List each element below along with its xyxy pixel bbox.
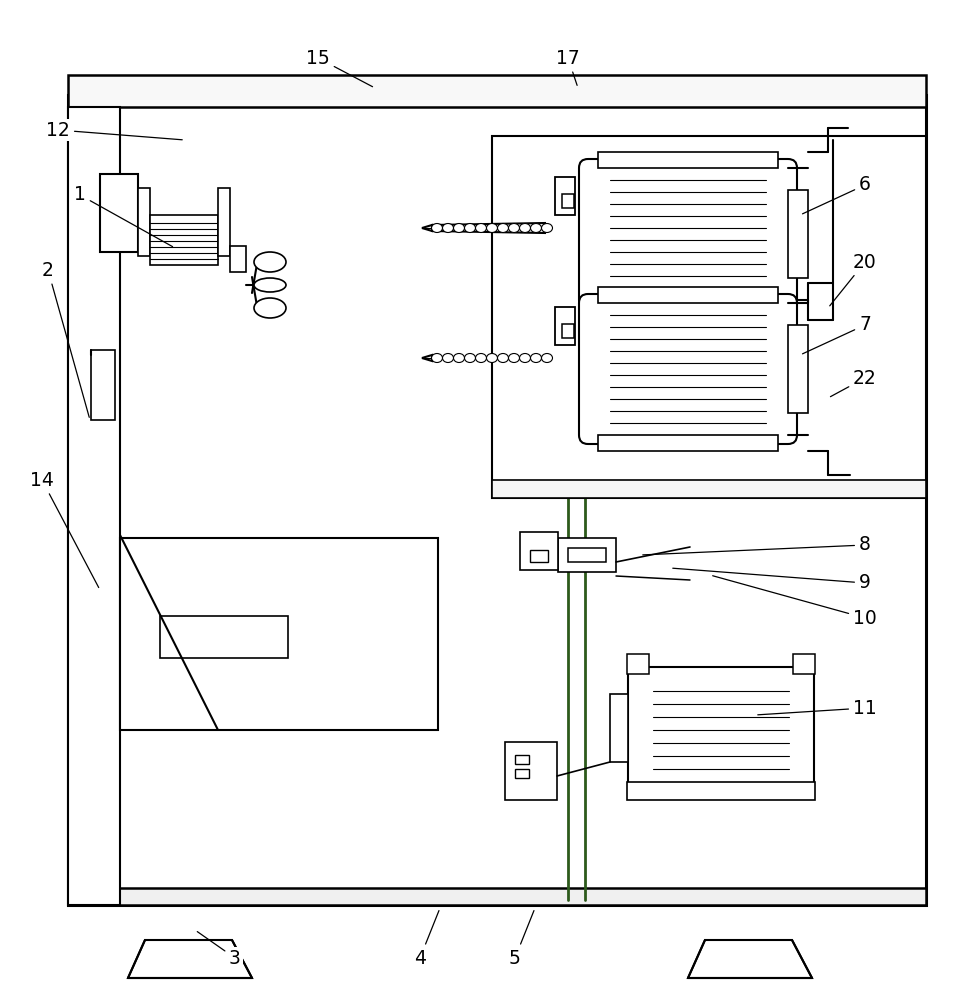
Text: 1: 1 [74,186,172,247]
Polygon shape [422,225,432,231]
FancyBboxPatch shape [579,294,797,444]
Bar [788,190,808,278]
Bar [520,532,558,570]
Ellipse shape [432,354,442,362]
Bar [515,769,529,778]
Bar [230,246,246,272]
Ellipse shape [254,278,286,292]
Bar [598,435,778,451]
Bar [627,654,649,674]
Ellipse shape [442,354,454,362]
Ellipse shape [486,354,498,362]
Bar [505,742,557,800]
Bar [150,215,218,265]
Text: 10: 10 [713,576,877,628]
Ellipse shape [486,224,498,232]
Bar [788,325,808,413]
Ellipse shape [520,224,530,232]
Ellipse shape [498,224,508,232]
Text: 7: 7 [803,316,871,354]
Ellipse shape [476,224,486,232]
Bar [68,888,926,905]
Bar [91,350,115,420]
Text: 22: 22 [831,368,877,397]
Polygon shape [128,940,252,978]
Bar [610,694,628,762]
Bar [120,538,438,730]
Bar [68,75,926,107]
Bar [793,654,815,674]
Bar [598,287,778,303]
Text: 11: 11 [758,698,877,718]
Ellipse shape [542,354,552,362]
Ellipse shape [508,224,520,232]
Ellipse shape [454,354,464,362]
FancyBboxPatch shape [579,159,797,309]
Text: 9: 9 [673,568,871,592]
Bar [515,755,529,764]
Bar [68,107,120,905]
Ellipse shape [520,354,530,362]
Polygon shape [688,940,812,978]
Ellipse shape [508,354,520,362]
Bar [138,188,150,256]
Bar [627,782,815,800]
Text: 3: 3 [197,932,241,968]
Bar [160,616,288,658]
Text: 17: 17 [556,48,580,85]
FancyBboxPatch shape [628,667,814,789]
Ellipse shape [464,354,476,362]
Ellipse shape [498,354,508,362]
Bar [598,152,778,168]
Bar [562,194,574,208]
Bar [492,136,926,498]
Ellipse shape [254,298,286,318]
Ellipse shape [464,224,476,232]
Text: 12: 12 [46,120,182,140]
Bar [492,480,926,498]
Text: 14: 14 [30,471,99,588]
Bar [530,550,548,562]
Ellipse shape [442,224,454,232]
Bar [68,95,926,905]
Ellipse shape [542,224,552,232]
Bar [598,300,778,316]
Polygon shape [432,223,545,233]
Text: 20: 20 [830,252,877,306]
Text: 6: 6 [803,176,871,214]
Bar [218,188,230,256]
Text: 15: 15 [306,48,372,87]
Ellipse shape [476,354,486,362]
Bar [562,324,574,338]
Bar [555,177,575,215]
Polygon shape [422,355,432,361]
Ellipse shape [530,354,542,362]
Ellipse shape [454,224,464,232]
Ellipse shape [530,224,542,232]
Text: 4: 4 [414,911,439,968]
Bar [100,174,138,252]
Text: 8: 8 [643,536,871,555]
Ellipse shape [432,224,442,232]
Bar [558,538,616,572]
Text: 2: 2 [42,260,89,417]
Text: 5: 5 [509,911,534,968]
Bar [568,548,606,562]
Bar [555,307,575,345]
Ellipse shape [254,252,286,272]
